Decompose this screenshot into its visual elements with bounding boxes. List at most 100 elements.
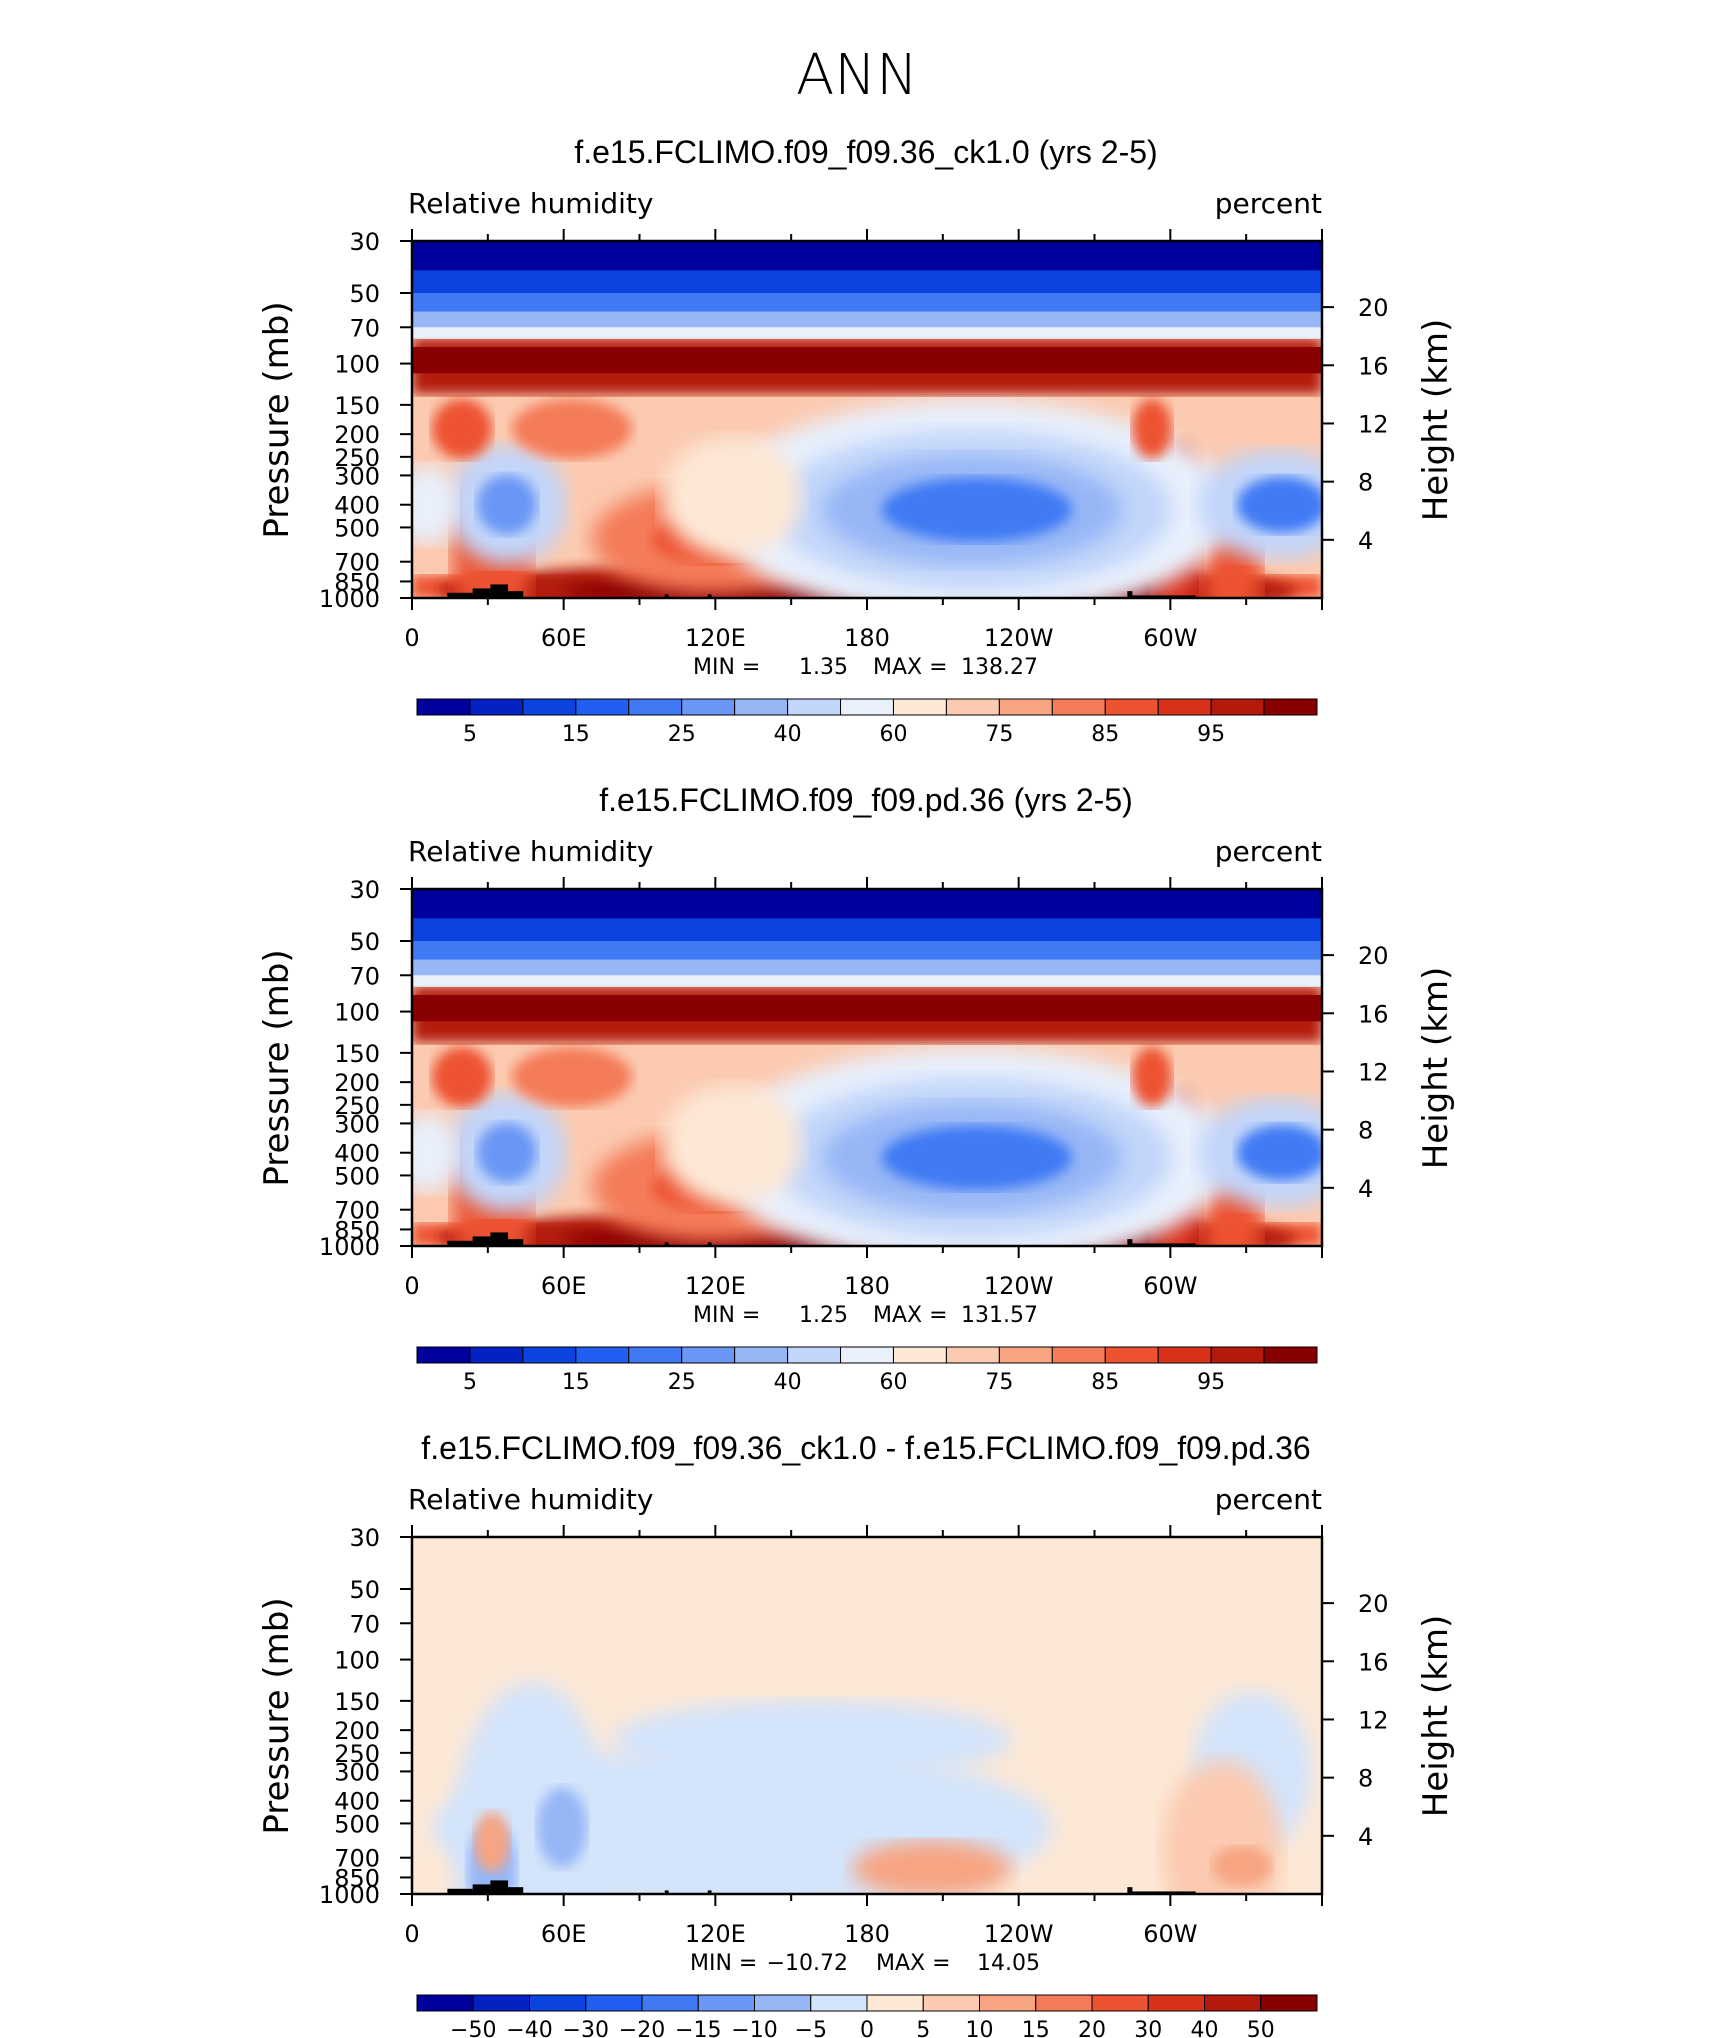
colorbar-label: 15 <box>1022 2018 1050 2038</box>
panel-1-units-label: percent <box>1215 187 1322 220</box>
colorbar-swatch <box>998 698 1053 716</box>
panel-2-x-axis: 0 60E 120E 180 120W 60W <box>404 877 1323 1300</box>
panel-3-x-axis: 0 60E 120E 180 120W 60W <box>404 1525 1323 1948</box>
y2-tick-label: 12 <box>1358 1058 1389 1086</box>
y-tick-label: 50 <box>349 928 380 956</box>
y-tick-label: 150 <box>334 1040 380 1068</box>
x-tick-label: 120W <box>984 1920 1054 1948</box>
y-tick-label: 500 <box>334 514 380 542</box>
figure-title: ANN <box>796 43 918 108</box>
panel-1-field-label: Relative humidity <box>408 187 653 220</box>
y-tick-label: 250 <box>334 1092 380 1120</box>
y-tick-label: 850 <box>334 1864 380 1892</box>
panel-3-y2-axis-title: Height (km) <box>1416 1615 1456 1818</box>
x-tick-label: 60E <box>541 624 587 652</box>
y-tick-label: 700 <box>334 549 380 577</box>
x-tick-label: 60W <box>1143 624 1197 652</box>
x-tick-label: 120E <box>685 1272 746 1300</box>
x-tick-label: 60E <box>541 1920 587 1948</box>
y-tick-label: 1000 <box>319 1881 380 1909</box>
colorbar-swatch <box>1147 1994 1205 2012</box>
colorbar-swatch <box>641 1994 699 2012</box>
y-tick-label: 30 <box>349 1524 380 1552</box>
colorbar-swatch <box>892 698 947 716</box>
y-tick-label: 1000 <box>319 585 380 613</box>
colorbar-swatch <box>1157 698 1212 716</box>
colorbar-swatch <box>810 1994 868 2012</box>
panel-2-max-value: 131.57 <box>961 1303 1038 1328</box>
panel-1-min-label: MIN = <box>693 655 760 680</box>
y-tick-label: 500 <box>334 1162 380 1190</box>
colorbar-swatch <box>529 1994 587 2012</box>
colorbar-swatch <box>585 1994 643 2012</box>
colorbar-swatch <box>1263 1346 1318 1364</box>
panel-1-x-axis: 0 60E 120E 180 120W 60W <box>404 229 1323 652</box>
colorbar-swatch <box>1204 1994 1262 2012</box>
panel-3-field-label: Relative humidity <box>408 1483 653 1516</box>
y2-tick-label: 16 <box>1358 1648 1389 1676</box>
y2-tick-label: 12 <box>1358 410 1389 438</box>
panel-3-max-label: MAX = <box>876 1951 951 1976</box>
colorbar-label: 0 <box>860 2018 874 2038</box>
panel-2-plot-area <box>412 889 1322 1246</box>
colorbar-swatch <box>416 1994 474 2012</box>
panel-1: f.e15.FCLIMO.f09_f09.36_ck1.0 (yrs 2-5) … <box>257 134 1456 747</box>
panel-1-max-value: 138.27 <box>961 655 1038 680</box>
panel-3-min-value: −10.72 <box>767 1951 848 1976</box>
y-tick-label: 100 <box>334 351 380 379</box>
y2-tick-label: 4 <box>1358 1823 1373 1851</box>
y-tick-label: 70 <box>349 1610 380 1638</box>
colorbar-label: 75 <box>985 722 1013 747</box>
panel-2-min-value: 1.25 <box>799 1303 848 1328</box>
panel-2-y2-axis-title: Height (km) <box>1416 967 1456 1170</box>
y-tick-label: 400 <box>334 1140 380 1168</box>
colorbar-label: 15 <box>562 722 590 747</box>
y-tick-label: 300 <box>334 1758 380 1786</box>
y2-tick-label: 16 <box>1358 1000 1389 1028</box>
panel-1-stats: MIN = 1.35 MAX = 138.27 <box>693 655 1038 680</box>
panel-2-height-axis: 20 16 12 8 4 <box>1322 942 1389 1203</box>
x-tick-label: 120W <box>984 624 1054 652</box>
colorbar-label: 75 <box>985 1370 1013 1395</box>
x-tick-label: 120E <box>685 624 746 652</box>
colorbar-label: 60 <box>879 722 907 747</box>
colorbar-label: −30 <box>563 2018 609 2038</box>
colorbar-label: 15 <box>562 1370 590 1395</box>
colorbar-swatch <box>754 1994 812 2012</box>
panel-3-height-axis: 20 16 12 8 4 <box>1322 1590 1389 1851</box>
colorbar-swatch <box>1104 698 1159 716</box>
y-tick-label: 30 <box>349 228 380 256</box>
y-tick-label: 150 <box>334 392 380 420</box>
y2-tick-label: 16 <box>1358 352 1389 380</box>
colorbar-label: 10 <box>966 2018 994 2038</box>
panel-2-colorbar: 5 15 25 40 60 75 85 95 <box>416 1346 1318 1395</box>
panel-2-y-axis-title: Pressure (mb) <box>257 949 297 1186</box>
y-tick-label: 300 <box>334 462 380 490</box>
y2-tick-label: 4 <box>1358 527 1373 555</box>
colorbar-swatch <box>575 1346 630 1364</box>
colorbar-swatch <box>998 1346 1053 1364</box>
y-tick-label: 400 <box>334 492 380 520</box>
y-tick-label: 150 <box>334 1688 380 1716</box>
colorbar-swatch <box>416 698 471 716</box>
panel-3-y-axis-title: Pressure (mb) <box>257 1597 297 1834</box>
panel-1-max-label: MAX = <box>873 655 948 680</box>
colorbar-swatch <box>866 1994 924 2012</box>
y-tick-label: 70 <box>349 962 380 990</box>
colorbar-label: 25 <box>668 722 696 747</box>
colorbar-swatch <box>697 1994 755 2012</box>
colorbar-label: −10 <box>731 2018 777 2038</box>
colorbar-swatch <box>628 698 683 716</box>
x-tick-label: 180 <box>844 624 890 652</box>
y2-tick-label: 20 <box>1358 942 1389 970</box>
panel-1-y2-axis-title: Height (km) <box>1416 319 1456 522</box>
colorbar-label: 20 <box>1078 2018 1106 2038</box>
panel-1-height-axis: 20 16 12 8 4 <box>1322 294 1389 555</box>
panel-2-units-label: percent <box>1215 835 1322 868</box>
colorbar-swatch <box>1051 698 1106 716</box>
colorbar-swatch <box>734 1346 789 1364</box>
y2-tick-label: 8 <box>1358 469 1373 497</box>
